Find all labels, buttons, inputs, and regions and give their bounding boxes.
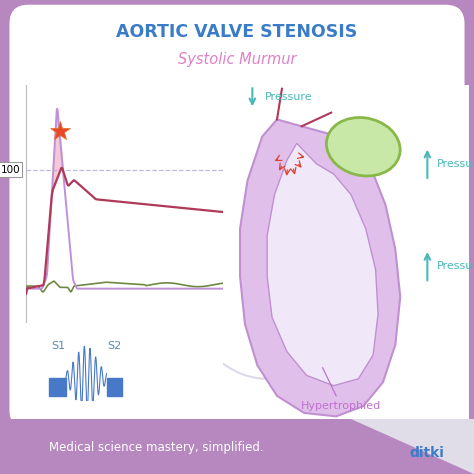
Text: S1: S1 (51, 341, 65, 351)
Bar (49, 378, 66, 396)
Text: Pressure: Pressure (264, 92, 312, 102)
Text: Systolic Murmur: Systolic Murmur (178, 52, 296, 67)
Polygon shape (267, 143, 378, 386)
Text: AORTIC VALVE STENOSIS: AORTIC VALVE STENOSIS (117, 23, 357, 41)
Polygon shape (240, 119, 400, 416)
Text: Pressure: Pressure (437, 159, 474, 169)
Text: Hypertrophied: Hypertrophied (301, 368, 381, 411)
Text: S2: S2 (108, 341, 122, 351)
Bar (107, 378, 122, 396)
Polygon shape (351, 419, 474, 474)
Ellipse shape (327, 118, 400, 176)
Text: ditki: ditki (409, 447, 444, 460)
Text: 100: 100 (0, 164, 20, 174)
Text: Medical science mastery, simplified.: Medical science mastery, simplified. (49, 441, 264, 455)
Text: Pressure: Pressure (437, 261, 474, 271)
